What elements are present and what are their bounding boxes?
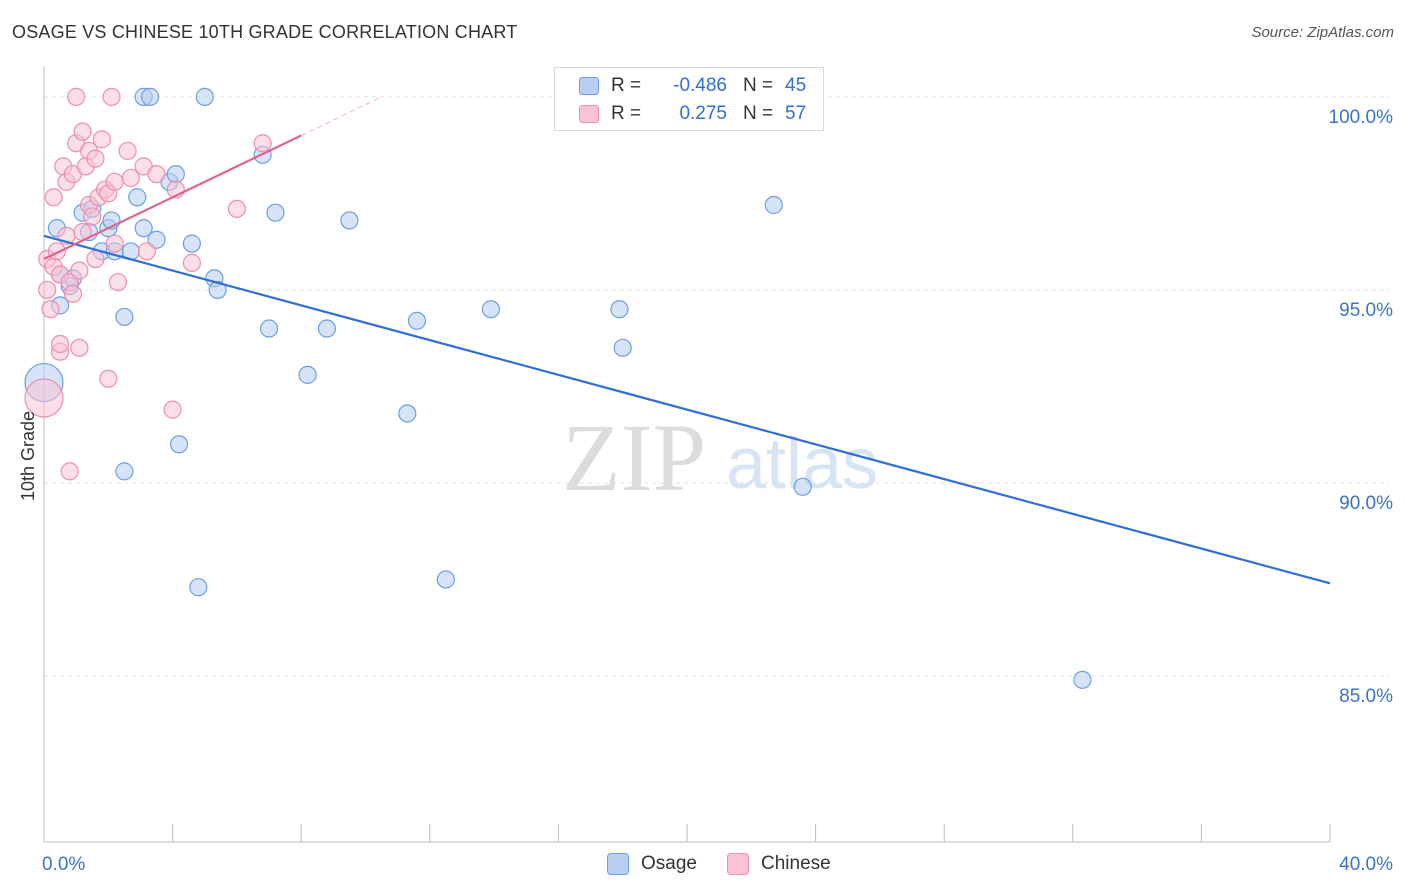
osage-point — [298, 365, 317, 384]
osage-point — [134, 219, 153, 238]
osage-point — [182, 234, 201, 253]
osage-point — [340, 211, 359, 230]
chinese-point — [70, 261, 89, 280]
osage-point — [266, 203, 285, 222]
y-axis-label: 10th Grade — [18, 411, 38, 501]
osage-point — [610, 300, 629, 319]
source-label: Source: ZipAtlas.com — [1251, 24, 1394, 41]
chinese-point — [118, 141, 137, 161]
osage-n-value: 45 — [785, 75, 807, 96]
osage-point — [195, 87, 214, 106]
chinese-point — [102, 87, 121, 106]
y-tick-label: 100.0% — [1329, 107, 1394, 128]
osage-point — [128, 188, 147, 207]
chinese-point — [60, 462, 79, 481]
chinese-point — [182, 253, 201, 272]
chinese-point — [38, 280, 57, 300]
osage-point — [140, 87, 160, 106]
chinese-r-value: 0.275 — [679, 103, 727, 124]
chinese-point — [41, 300, 60, 319]
chinese-point — [67, 87, 86, 106]
legend-row-chinese: R = 0.275 N = 57 — [579, 102, 806, 126]
osage-point — [407, 311, 427, 330]
osage-legend-swatch — [607, 853, 629, 875]
chinese-point — [147, 164, 166, 184]
chinese-point — [163, 400, 182, 419]
chinese-point — [70, 338, 89, 357]
chinese-point — [137, 242, 156, 261]
osage-point — [115, 307, 134, 327]
n-label: N = — [743, 103, 774, 124]
chinese-n-value: 57 — [785, 103, 807, 124]
osage-point — [115, 462, 134, 481]
chinese-trend-line — [43, 134, 302, 261]
osage-trend-line — [43, 234, 1331, 585]
y-tick-label: 90.0% — [1339, 493, 1393, 514]
osage-point — [166, 164, 185, 184]
bottom-legend-osage[interactable]: Osage — [607, 850, 697, 878]
r-label: R = — [611, 75, 642, 96]
chinese-point — [50, 334, 70, 354]
chinese-legend-swatch — [727, 853, 749, 875]
y-tick-label: 85.0% — [1339, 686, 1393, 707]
chart-title: OSAGE VS CHINESE 10TH GRADE CORRELATION … — [12, 22, 518, 42]
chinese-point — [92, 130, 111, 149]
chinese-trend-extension — [300, 96, 382, 136]
y-tick-label: 95.0% — [1339, 300, 1393, 321]
chinese-point — [47, 242, 66, 261]
chinese-point — [73, 122, 92, 141]
osage-legend-label: Osage — [641, 853, 697, 874]
chinese-swatch — [579, 105, 599, 123]
osage-point — [793, 477, 812, 496]
chinese-point — [86, 249, 105, 269]
watermark-zip: ZIP — [562, 404, 706, 511]
chinese-point — [105, 172, 124, 191]
osage-point — [1073, 670, 1092, 689]
chinese-point — [44, 188, 63, 207]
chinese-point — [121, 168, 140, 188]
osage-point — [481, 300, 500, 319]
osage-point — [147, 230, 166, 249]
chinese-point — [253, 134, 272, 153]
chinese-point — [105, 234, 124, 253]
osage-point — [189, 578, 208, 597]
chinese-point — [63, 284, 83, 303]
chinese-point — [86, 149, 105, 168]
osage-point — [398, 404, 417, 423]
osage-point — [259, 319, 279, 338]
chinese-point — [227, 199, 246, 218]
legend-row-osage: R = -0.486 N = 45 — [579, 74, 806, 98]
osage-point — [436, 570, 455, 589]
osage-point — [613, 338, 632, 357]
x-tick-label: 40.0% — [1339, 854, 1393, 875]
osage-point — [317, 319, 337, 338]
x-tick-label: 0.0% — [42, 854, 85, 875]
chinese-legend-label: Chinese — [761, 853, 831, 874]
correlation-legend: R = -0.486 N = 45 R = 0.275 N = 57 — [554, 67, 824, 131]
chinese-point — [108, 273, 128, 292]
chinese-point — [83, 207, 102, 226]
chinese-point — [99, 369, 118, 388]
osage-point — [764, 195, 783, 215]
bottom-legend-chinese[interactable]: Chinese — [727, 850, 831, 878]
n-label: N = — [743, 75, 774, 96]
osage-swatch — [579, 77, 599, 95]
r-label: R = — [611, 103, 642, 124]
chinese-point — [24, 378, 64, 418]
osage-r-value: -0.486 — [673, 75, 727, 96]
osage-point — [208, 280, 227, 300]
osage-point — [169, 435, 189, 454]
